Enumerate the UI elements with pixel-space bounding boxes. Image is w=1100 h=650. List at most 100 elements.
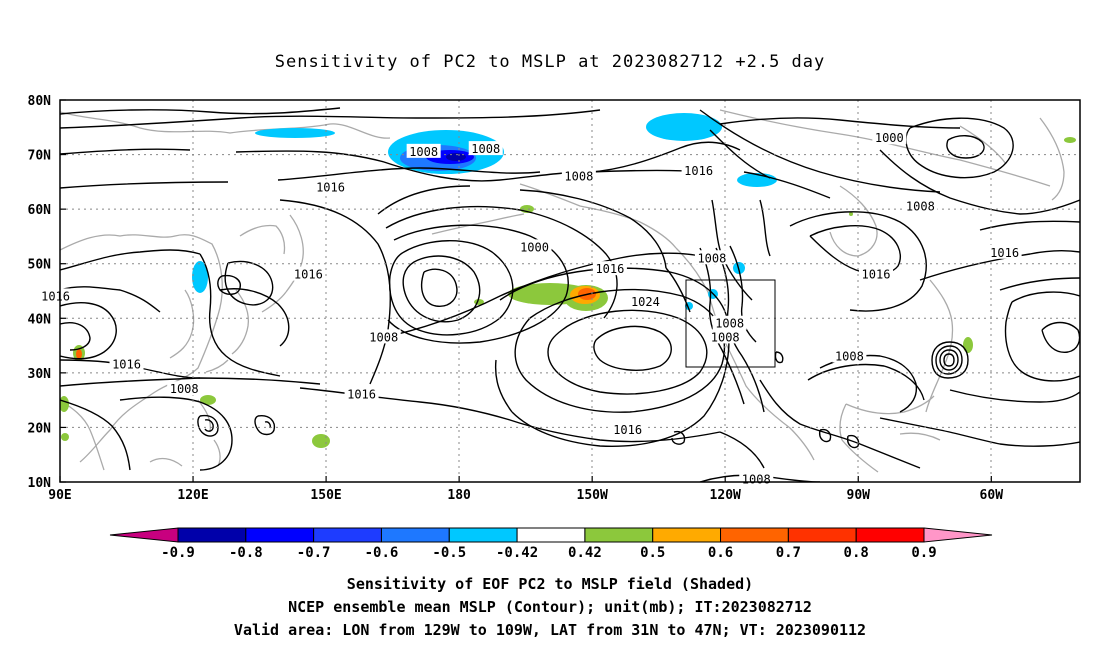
contour-label: 1008: [906, 199, 935, 213]
colorbar-labels: -0.9 -0.8 -0.7 -0.6 -0.5 -0.42 0.42 0.5 0.6 0.7 0.…: [161, 545, 937, 561]
contour-labels: 1008 1016 1008 1008 1016 1016 1016 1008 1016 1000…: [38, 130, 1022, 486]
contour-1016-lower-pacific: [299, 387, 721, 443]
contour-label-bg: [517, 239, 552, 254]
contour-aleutian-low-2: [402, 255, 481, 323]
lat-tick-label: 30N: [28, 367, 52, 382]
colorbar: [109, 527, 993, 543]
contour-1016-canada-1: [809, 225, 901, 275]
shade-positive-greenland-edge: [1064, 137, 1076, 143]
coastline-korea-china: [169, 289, 195, 359]
colorbar-upper-extension: [923, 527, 993, 543]
contour-arctic-ridge: [60, 107, 341, 115]
colorbar-swatch: [380, 527, 450, 543]
colorbar-lower-extension: [109, 527, 179, 543]
contour-label: 1016: [613, 423, 642, 437]
lon-tick-label: 120W: [710, 488, 741, 503]
contour-label-bg: [406, 143, 441, 158]
contour-label: 1008: [369, 330, 398, 344]
coastline-japan: [205, 289, 250, 373]
contour-label: 1008: [697, 251, 726, 265]
contour-label: 1000: [520, 240, 549, 254]
contour-label-bg: [610, 422, 645, 437]
contour-label-bg: [694, 250, 729, 265]
colorbar-swatch: [245, 527, 315, 543]
lat-tick-label: 40N: [28, 312, 52, 327]
colorbar-label: -0.7: [297, 545, 331, 561]
contour-label-bg: [712, 315, 747, 330]
contour-nw-pacific-ring-1: [219, 288, 290, 347]
contour-1008-lower-asia: [60, 377, 321, 387]
coastline-kamchatka: [285, 214, 304, 293]
contour-1008-coast-3: [729, 245, 757, 343]
shade-positive-philippine-sea: [312, 434, 330, 448]
coastline-greenland: [1039, 117, 1065, 201]
lat-tick-label: 10N: [28, 476, 52, 491]
contour-1008-gulf-2: [807, 363, 925, 401]
colorbar-label: -0.5: [432, 545, 466, 561]
lon-tick-label: 150W: [577, 488, 608, 503]
colorbar-label: -0.42: [496, 545, 538, 561]
contour-label-bg: [38, 288, 73, 303]
colorbar-label: 0.6: [708, 545, 733, 561]
coastline-hudson-bay: [829, 185, 878, 257]
contour-label: 1008: [715, 317, 744, 331]
contour-1016-east-2: [979, 220, 1080, 231]
contour-aleutian-low-4: [387, 224, 569, 344]
contour-label-bg: [859, 266, 893, 281]
contour-label-bg: [708, 329, 743, 344]
contour-label: 1016: [684, 164, 713, 178]
contour-1016-east-3: [999, 277, 1080, 291]
contour-1000-canada-low-1: [946, 135, 985, 159]
contour-upper-outer: [60, 109, 601, 129]
map-plot-area: 1008 1016 1008 1008 1016 1016 1016 1008 1016 1000…: [38, 99, 1081, 486]
lat-tick-label: 80N: [28, 94, 52, 109]
contour-coast-trough-2: [759, 199, 771, 257]
contour-label: 1008: [471, 142, 500, 156]
coastline-sea-of-okhotsk: [239, 224, 286, 255]
contour-label-bg: [109, 356, 144, 371]
contour-atlantic-high-2: [1004, 291, 1080, 382]
lon-tick-label: 150E: [310, 488, 341, 503]
contour-label-bg: [366, 329, 401, 344]
coastline-asia-east: [60, 234, 223, 463]
contour-1008-china-b: [60, 322, 91, 351]
coastline-indochina: [60, 399, 105, 471]
colorbar-swatch: [177, 527, 247, 543]
contour-label-bg: [628, 293, 663, 308]
coastline-siberia-arctic: [60, 111, 391, 139]
contour-label: 1016: [41, 289, 70, 303]
colorbar-label: 0.7: [776, 545, 801, 561]
contour-1008-china-a: [60, 302, 117, 360]
contour-label-bg: [681, 162, 716, 177]
lon-tick-label: 120E: [177, 488, 208, 503]
contour-label: 1016: [316, 180, 345, 194]
contour-small-gulf-b: [846, 434, 860, 449]
contour-label: 1008: [835, 349, 864, 363]
contour-low-japan-a: [224, 260, 274, 306]
caption-line-3: Valid area: LON from 129W to 109W, LAT f…: [234, 621, 866, 639]
contour-small-low-a: [197, 414, 219, 437]
contour-label-bg: [872, 130, 907, 145]
contour-japan-trough: [199, 253, 281, 377]
contour-atlantic-low-4: [931, 341, 969, 379]
contour-1016-mid-asia: [60, 286, 161, 313]
contour-label-bg: [832, 348, 867, 363]
contour-1016-lower-central: [719, 431, 765, 469]
colorbar-swatch: [787, 527, 857, 543]
lat-tick-label: 20N: [28, 421, 52, 436]
contour-atlantic-high-1: [1041, 321, 1080, 353]
shade-positive-south-china-sea: [200, 395, 216, 405]
lat-tick-label: 70N: [28, 149, 52, 164]
longitude-axis: 90E 120E 150E 180 150W 120W 90W 60W: [48, 476, 1003, 503]
contour-1016-mid-pacific: [279, 199, 391, 385]
contour-label: 1016: [862, 268, 891, 282]
figure-title: Sensitivity of PC2 to MSLP at 2023082712…: [275, 52, 826, 72]
contour-beaufort-ridge-2: [709, 129, 771, 179]
contour-aleutian-low-3: [388, 240, 514, 336]
contour-1008-lower-asia-2: [119, 396, 233, 471]
mslp-contours: [60, 107, 1080, 482]
contour-label: 1016: [595, 262, 624, 276]
contour-label-bg: [344, 386, 379, 401]
latitude-axis: 80N 70N 60N 50N 40N 30N 20N 10N: [28, 94, 66, 491]
